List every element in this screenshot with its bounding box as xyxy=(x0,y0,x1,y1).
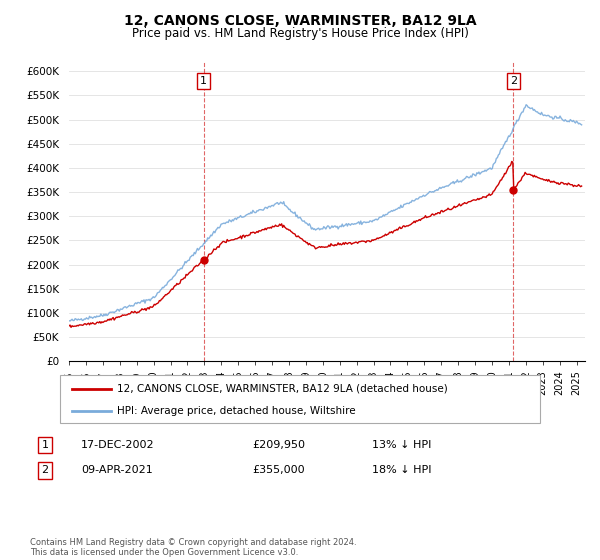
Text: 2: 2 xyxy=(510,76,517,86)
Text: 13% ↓ HPI: 13% ↓ HPI xyxy=(372,440,431,450)
Text: 12, CANONS CLOSE, WARMINSTER, BA12 9LA (detached house): 12, CANONS CLOSE, WARMINSTER, BA12 9LA (… xyxy=(117,384,448,394)
Text: Contains HM Land Registry data © Crown copyright and database right 2024.
This d: Contains HM Land Registry data © Crown c… xyxy=(30,538,356,557)
Text: 12, CANONS CLOSE, WARMINSTER, BA12 9LA: 12, CANONS CLOSE, WARMINSTER, BA12 9LA xyxy=(124,14,476,28)
Text: 09-APR-2021: 09-APR-2021 xyxy=(81,465,153,475)
Text: £209,950: £209,950 xyxy=(252,440,305,450)
Text: Price paid vs. HM Land Registry's House Price Index (HPI): Price paid vs. HM Land Registry's House … xyxy=(131,27,469,40)
Text: HPI: Average price, detached house, Wiltshire: HPI: Average price, detached house, Wilt… xyxy=(117,406,356,416)
Text: 17-DEC-2002: 17-DEC-2002 xyxy=(81,440,155,450)
Text: £355,000: £355,000 xyxy=(252,465,305,475)
Text: 1: 1 xyxy=(200,76,207,86)
Text: 1: 1 xyxy=(41,440,49,450)
Text: 2: 2 xyxy=(41,465,49,475)
Text: 18% ↓ HPI: 18% ↓ HPI xyxy=(372,465,431,475)
